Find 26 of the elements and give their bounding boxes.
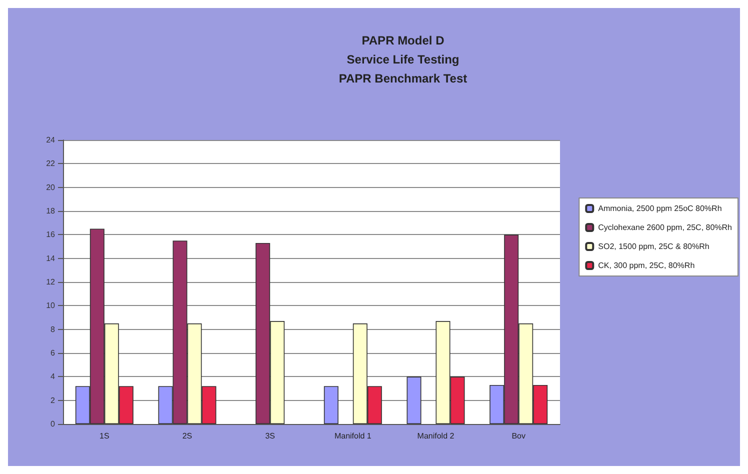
y-tick-label: 14 bbox=[46, 254, 56, 263]
y-tick-label: 4 bbox=[50, 372, 56, 382]
x-tick-label: Bov bbox=[512, 432, 526, 440]
y-tick-label: 12 bbox=[46, 278, 56, 286]
x-tick-label: 1S bbox=[100, 432, 110, 440]
legend-label: CK, 300 ppm, 25C, 80%Rh bbox=[598, 261, 695, 270]
y-tick-label: 22 bbox=[46, 159, 56, 168]
chart-title: PAPR Model D Service Life Testing PAPR Benchmark Test bbox=[338, 34, 468, 86]
y-tick-label: 20 bbox=[46, 182, 56, 192]
legend-label: Ammonia, 2500 ppm 25oC 80%Rh bbox=[598, 204, 722, 213]
x-tick-label: Manifold 1 bbox=[334, 432, 372, 440]
y-tick-label: 2 bbox=[50, 396, 56, 405]
y-tick-label: 6 bbox=[50, 348, 56, 358]
y-tick-label: 0 bbox=[50, 420, 56, 428]
y-tick-label: 8 bbox=[50, 324, 56, 334]
x-tick-label: Manifold 2 bbox=[417, 432, 455, 440]
x-tick-label: 3S bbox=[265, 432, 275, 440]
y-tick-label: 24 bbox=[46, 136, 56, 144]
y-tick-label: 16 bbox=[46, 230, 56, 240]
bar bbox=[406, 376, 422, 424]
bar bbox=[324, 386, 338, 424]
y-tick-label: 10 bbox=[46, 301, 56, 310]
x-tick-label: 2S bbox=[182, 432, 192, 440]
legend-label: SO2, 1500 ppm, 25C & 80%Rh bbox=[598, 242, 710, 251]
legend-label: Cyclohexane 2600 ppm, 25C, 80%Rh bbox=[598, 223, 732, 232]
y-tick-label: 18 bbox=[46, 206, 56, 216]
